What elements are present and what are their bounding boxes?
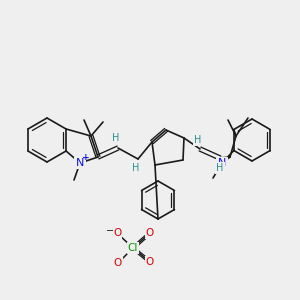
Text: O: O: [146, 228, 154, 238]
Text: N: N: [76, 158, 84, 168]
Text: O: O: [114, 258, 122, 268]
Text: H: H: [216, 163, 224, 173]
Text: Cl: Cl: [128, 243, 138, 253]
Text: H: H: [112, 133, 120, 143]
Text: O: O: [146, 257, 154, 267]
Text: +: +: [82, 154, 89, 163]
Text: O: O: [113, 228, 121, 238]
Text: N: N: [218, 158, 226, 168]
Text: −: −: [106, 226, 114, 236]
Text: H: H: [132, 163, 140, 173]
Text: H: H: [194, 135, 202, 145]
